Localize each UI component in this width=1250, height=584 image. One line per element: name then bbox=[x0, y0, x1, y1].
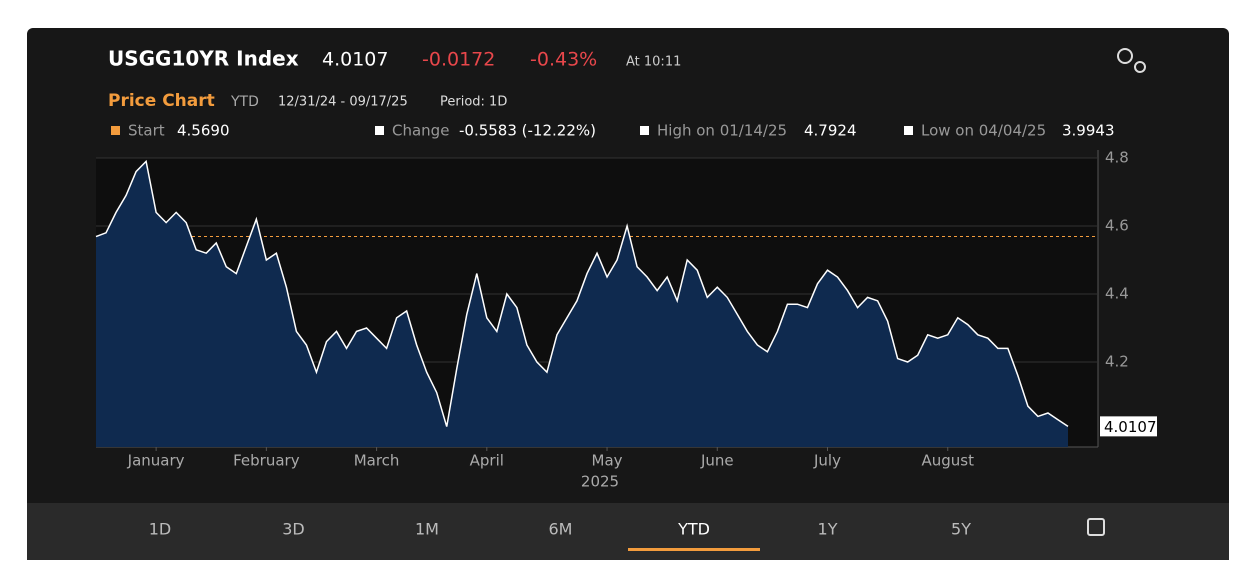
x-tick-label: March bbox=[354, 452, 400, 470]
stat-name: High on 01/14/25 bbox=[657, 122, 787, 140]
stat-value: -0.5583 (-12.22%) bbox=[459, 122, 596, 140]
x-tick-label: July bbox=[813, 452, 841, 470]
ticker: USGG10YR Index bbox=[108, 47, 299, 71]
tab[interactable]: 5Y bbox=[951, 520, 971, 539]
tab[interactable]: 1D bbox=[149, 520, 172, 539]
tab[interactable]: 3D bbox=[282, 520, 305, 539]
stat-value: 4.5690 bbox=[177, 122, 230, 140]
calendar-icon[interactable] bbox=[1087, 518, 1105, 536]
tab-bar bbox=[27, 503, 1229, 560]
x-tick-label: August bbox=[922, 452, 975, 470]
last-value-box bbox=[1100, 416, 1157, 437]
x-axis-label: 2025 bbox=[581, 473, 619, 491]
tab[interactable]: 1Y bbox=[818, 520, 838, 539]
tab[interactable]: 6M bbox=[549, 520, 573, 539]
y-tick-label: 4.4 bbox=[1105, 285, 1129, 303]
x-tick-label: February bbox=[233, 452, 300, 470]
tab-underline bbox=[628, 548, 760, 551]
stat-value: 4.7924 bbox=[804, 122, 857, 140]
line bbox=[95, 159, 1069, 427]
legend-key bbox=[375, 126, 384, 135]
tab[interactable]: 1M bbox=[415, 520, 439, 539]
period: Period: 1D bbox=[440, 95, 507, 110]
legend-key bbox=[640, 126, 649, 135]
dates: 12/31/24 - 09/17/25 bbox=[278, 95, 408, 110]
x-tick-label: June bbox=[700, 452, 734, 470]
stat-name: Start bbox=[128, 122, 165, 140]
tab[interactable]: YTD bbox=[677, 520, 710, 539]
section-title: Price Chart bbox=[108, 91, 215, 111]
range: YTD bbox=[230, 94, 259, 110]
change: -0.0172 bbox=[422, 49, 495, 71]
change-pct: -0.43% bbox=[530, 49, 597, 71]
x-tick-label: January bbox=[127, 452, 185, 470]
time: At 10:11 bbox=[626, 55, 681, 70]
y-tick-label: 4.8 bbox=[1105, 149, 1129, 167]
legend-key bbox=[904, 126, 913, 135]
settings-icon[interactable] bbox=[1117, 48, 1146, 73]
stat-name: Change bbox=[392, 122, 449, 140]
x-tick-label: April bbox=[470, 452, 504, 470]
x-tick-label: May bbox=[592, 452, 623, 470]
area bbox=[96, 161, 1068, 447]
legend-key bbox=[111, 126, 120, 135]
stat-value: 3.9943 bbox=[1062, 122, 1115, 140]
stat-name: Low on 04/04/25 bbox=[921, 122, 1046, 140]
y-tick-label: 4.2 bbox=[1105, 353, 1129, 371]
y-tick-label: 4.6 bbox=[1105, 217, 1129, 235]
last-value-label: 4.0107 bbox=[1104, 418, 1157, 436]
price: 4.0107 bbox=[322, 49, 388, 71]
